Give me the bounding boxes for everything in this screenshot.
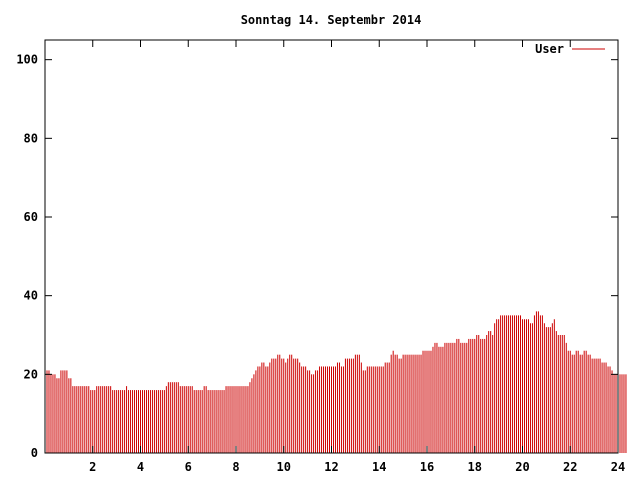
x-tick-label: 14 [372, 460, 386, 474]
x-tick-label: 8 [232, 460, 239, 474]
x-tick-label: 12 [324, 460, 338, 474]
x-tick-label: 16 [420, 460, 434, 474]
x-tick-label: 4 [137, 460, 144, 474]
x-tick-label: 6 [185, 460, 192, 474]
x-tick-label: 10 [277, 460, 291, 474]
x-axis: 2 4 6 8 10 12 14 16 18 20 22 24 [89, 40, 625, 474]
x-tick-label: 24 [611, 460, 625, 474]
y-tick-label: 60 [24, 210, 38, 224]
x-tick-label: 20 [515, 460, 529, 474]
x-tick-label: 18 [468, 460, 482, 474]
chart-title: Sonntag 14. Septembr 2014 [241, 13, 422, 27]
y-tick-label: 100 [16, 53, 38, 67]
y-tick-label: 40 [24, 289, 38, 303]
y-tick-label: 80 [24, 131, 38, 145]
x-tick-label: 2 [89, 460, 96, 474]
y-tick-label: 20 [24, 367, 38, 381]
bar-group [44, 311, 627, 453]
legend-label: User [535, 42, 564, 56]
y-tick-label: 0 [31, 446, 38, 460]
legend: User [535, 42, 605, 56]
x-tick-label: 22 [563, 460, 577, 474]
y-axis: 0 20 40 60 80 100 [16, 53, 618, 460]
